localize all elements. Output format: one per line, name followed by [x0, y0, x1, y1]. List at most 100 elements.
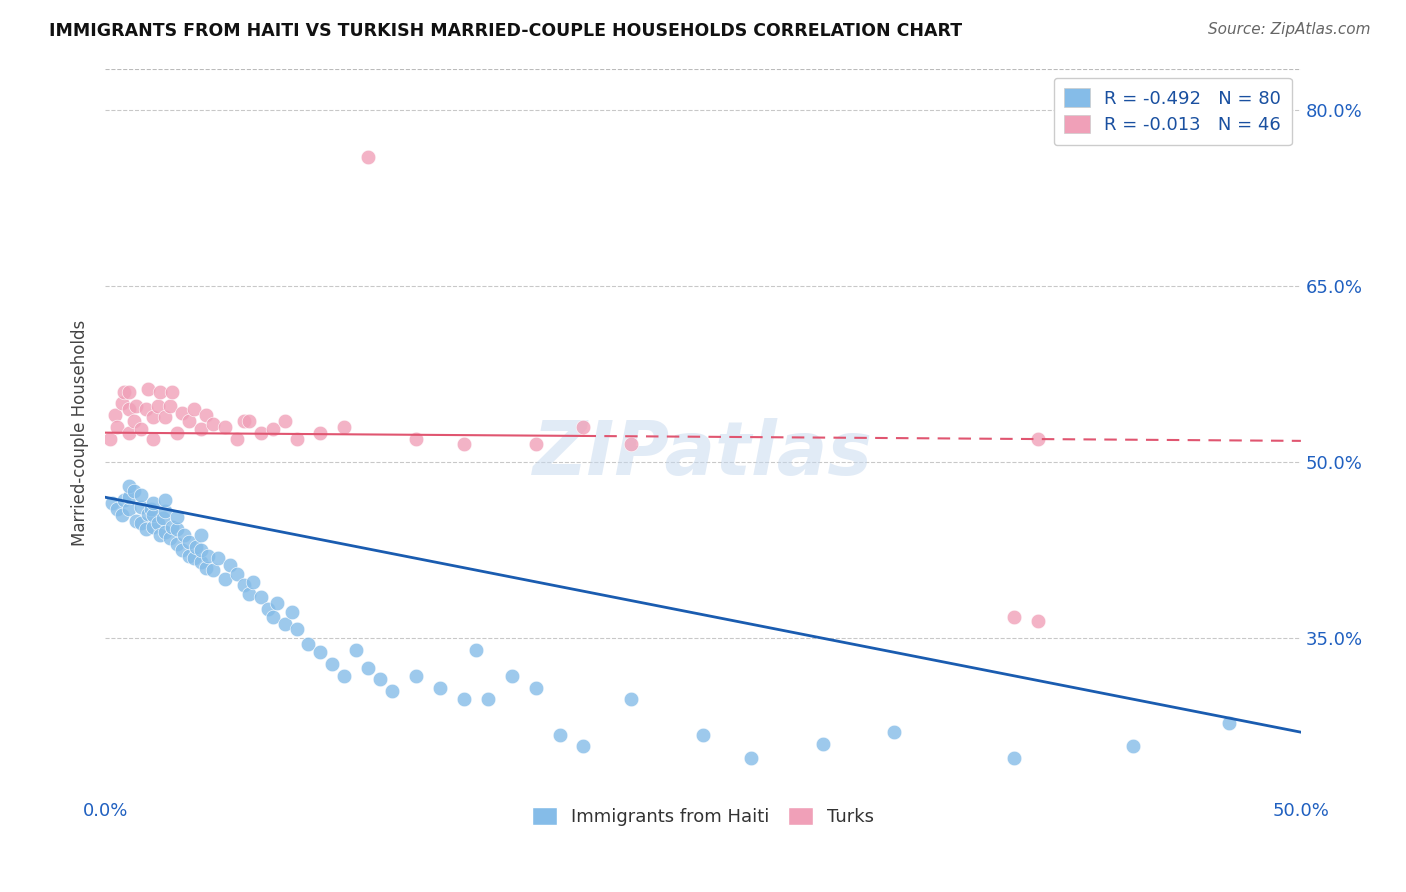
Point — [256, 602, 278, 616]
Point — [453, 692, 475, 706]
Point — [184, 540, 207, 554]
Point — [232, 414, 254, 428]
Point — [1218, 715, 1240, 730]
Point — [218, 558, 240, 573]
Point — [118, 502, 141, 516]
Point — [309, 645, 332, 659]
Point — [333, 419, 356, 434]
Point — [129, 500, 152, 514]
Point — [740, 751, 762, 765]
Point — [214, 573, 236, 587]
Point — [249, 425, 271, 440]
Point — [142, 496, 165, 510]
Point — [170, 543, 193, 558]
Point — [883, 725, 905, 739]
Point — [173, 528, 195, 542]
Point — [166, 510, 188, 524]
Point — [142, 432, 165, 446]
Point — [405, 432, 427, 446]
Point — [160, 384, 183, 399]
Point — [477, 692, 499, 706]
Point — [548, 727, 571, 741]
Point — [201, 417, 224, 432]
Point — [1002, 610, 1025, 624]
Point — [197, 549, 219, 563]
Point — [1026, 614, 1049, 628]
Point — [111, 396, 134, 410]
Y-axis label: Married-couple Households: Married-couple Households — [72, 319, 89, 546]
Point — [101, 496, 124, 510]
Point — [111, 508, 134, 522]
Point — [190, 528, 212, 542]
Point — [177, 414, 200, 428]
Point — [381, 684, 404, 698]
Point — [135, 402, 157, 417]
Point — [98, 432, 121, 446]
Point — [242, 574, 264, 589]
Point — [620, 692, 643, 706]
Point — [129, 516, 152, 530]
Point — [620, 437, 643, 451]
Point — [405, 669, 427, 683]
Point — [811, 737, 834, 751]
Point — [225, 432, 247, 446]
Point — [118, 490, 141, 504]
Point — [125, 399, 148, 413]
Point — [285, 432, 308, 446]
Point — [122, 484, 145, 499]
Point — [177, 535, 200, 549]
Point — [344, 643, 367, 657]
Point — [149, 528, 172, 542]
Point — [273, 617, 295, 632]
Point — [112, 492, 135, 507]
Point — [207, 551, 229, 566]
Point — [135, 522, 157, 536]
Point — [572, 419, 595, 434]
Point — [183, 551, 205, 566]
Point — [201, 563, 224, 577]
Point — [142, 410, 165, 425]
Point — [232, 578, 254, 592]
Point — [262, 422, 284, 436]
Point — [118, 425, 141, 440]
Point — [166, 537, 188, 551]
Point — [142, 508, 165, 522]
Point — [214, 419, 236, 434]
Point — [118, 402, 141, 417]
Point — [501, 669, 523, 683]
Point — [190, 543, 212, 558]
Point — [136, 507, 159, 521]
Point — [160, 519, 183, 533]
Point — [170, 406, 193, 420]
Point — [297, 637, 319, 651]
Point — [129, 422, 152, 436]
Point — [194, 408, 217, 422]
Point — [262, 610, 284, 624]
Point — [692, 727, 714, 741]
Point — [129, 488, 152, 502]
Point — [153, 492, 176, 507]
Point — [333, 669, 356, 683]
Point — [357, 150, 380, 164]
Point — [1002, 751, 1025, 765]
Point — [285, 622, 308, 636]
Point — [368, 673, 391, 687]
Text: Source: ZipAtlas.com: Source: ZipAtlas.com — [1208, 22, 1371, 37]
Point — [118, 478, 141, 492]
Point — [153, 525, 176, 540]
Point — [166, 425, 188, 440]
Point — [139, 502, 162, 516]
Point — [152, 511, 174, 525]
Point — [183, 402, 205, 417]
Point — [159, 532, 181, 546]
Point — [273, 414, 295, 428]
Point — [238, 586, 260, 600]
Point — [153, 410, 176, 425]
Point — [166, 522, 188, 536]
Point — [142, 519, 165, 533]
Text: ZIPatlas: ZIPatlas — [533, 418, 873, 491]
Point — [357, 660, 380, 674]
Point — [146, 399, 169, 413]
Point — [572, 739, 595, 754]
Point — [464, 643, 486, 657]
